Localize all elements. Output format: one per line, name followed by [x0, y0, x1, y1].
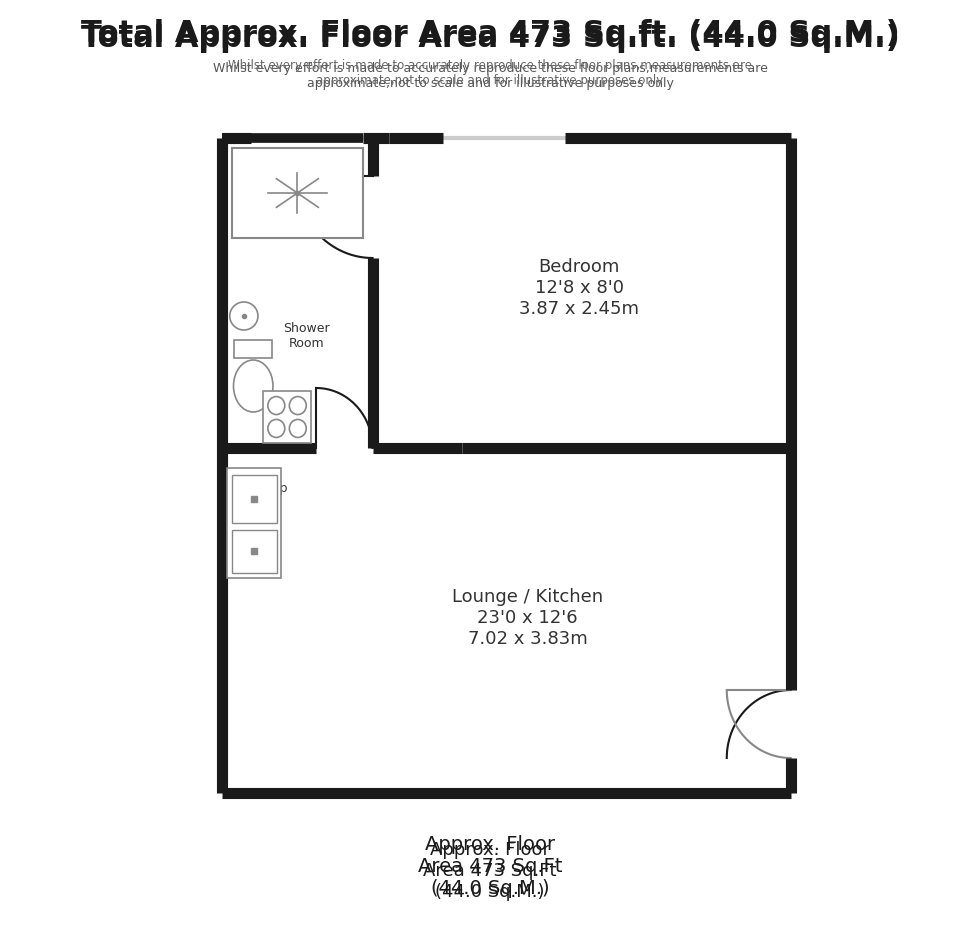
Bar	[231, 530, 276, 573]
Text: Cup: Cup	[264, 481, 288, 494]
Circle shape	[289, 397, 307, 415]
Text: Whilst every effort is made to accurately reproduce these floor plans,measuremen: Whilst every effort is made to accuratel…	[228, 59, 752, 87]
Bar	[227, 468, 281, 578]
Ellipse shape	[233, 360, 273, 412]
Text: Whilst every effort is made to accurately reproduce these floor plans,measuremen: Whilst every effort is made to accuratel…	[213, 62, 767, 90]
Bar	[231, 475, 276, 523]
Ellipse shape	[229, 302, 258, 330]
Circle shape	[268, 419, 285, 437]
Text: Total Approx. Floor Area 473 Sq.ft. (44.0 Sq.M.): Total Approx. Floor Area 473 Sq.ft. (44.…	[80, 19, 900, 48]
Text: Approx. Floor
Area 473 Sq.Ft
(44.0 Sq.M.): Approx. Floor Area 473 Sq.Ft (44.0 Sq.M.…	[417, 835, 563, 898]
Bar	[234, 340, 272, 358]
Bar	[263, 391, 312, 443]
Bar	[222, 138, 791, 793]
Circle shape	[268, 397, 285, 415]
Text: Total Approx. Floor Area 473 Sq.ft. (44.0 Sq.M.): Total Approx. Floor Area 473 Sq.ft. (44.…	[80, 23, 900, 53]
Circle shape	[289, 419, 307, 437]
Text: Approx. Floor
Area 473 Sq.Ft
(44.0 Sq.M.): Approx. Floor Area 473 Sq.Ft (44.0 Sq.M.…	[423, 841, 557, 900]
Text: Lounge / Kitchen
23'0 x 12'6
7.02 x 3.83m: Lounge / Kitchen 23'0 x 12'6 7.02 x 3.83…	[452, 588, 603, 648]
Text: Bedroom
12'8 x 8'0
3.87 x 2.45m: Bedroom 12'8 x 8'0 3.87 x 2.45m	[519, 258, 639, 318]
Bar	[222, 138, 791, 793]
Text: Shower
Room: Shower Room	[283, 322, 330, 350]
Bar	[231, 148, 364, 238]
